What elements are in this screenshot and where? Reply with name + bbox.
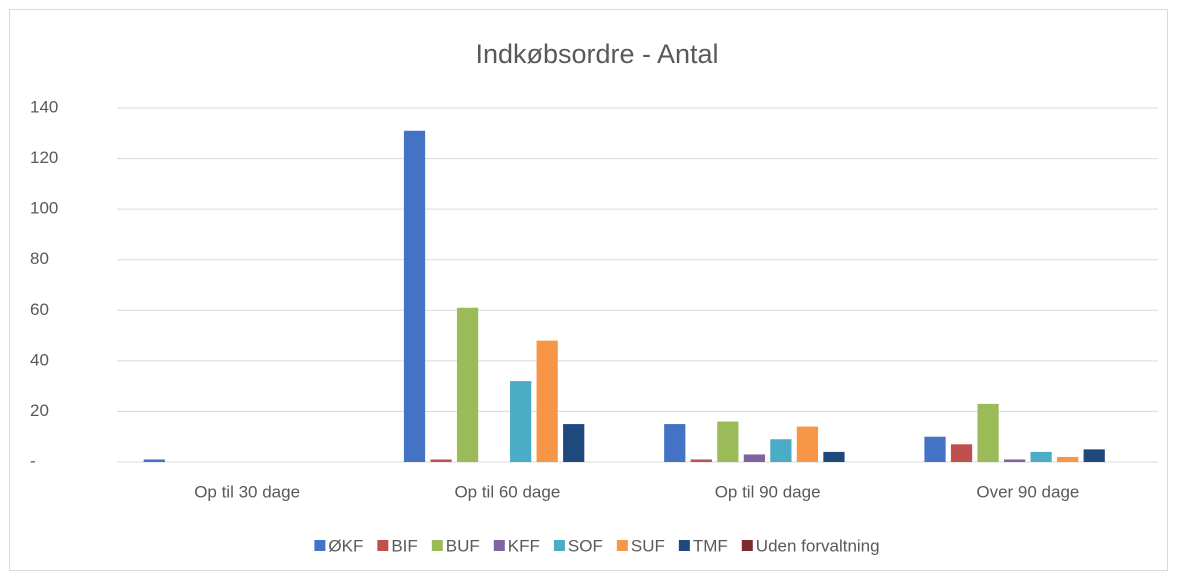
legend-label: KFF (508, 536, 540, 555)
legend-label: SUF (631, 536, 665, 555)
bar (430, 459, 452, 462)
bar (456, 307, 479, 462)
x-tick-label: Op til 90 dage (715, 482, 821, 501)
y-tick-label: - (30, 451, 36, 470)
y-tick-label: 140 (30, 97, 58, 116)
legend-swatch (314, 540, 326, 551)
x-tick-label: Over 90 dage (976, 482, 1079, 501)
legend-swatch (431, 540, 443, 551)
legend-label: ØKF (328, 536, 363, 555)
bar (977, 403, 999, 462)
legend-swatch (377, 540, 389, 551)
bar (770, 439, 792, 462)
y-tick-label: 100 (30, 199, 58, 218)
bar (664, 424, 686, 462)
bar (563, 424, 585, 462)
bar (743, 454, 765, 462)
chart-title: Indkøbsordre - Antal (475, 39, 718, 69)
bar (536, 340, 558, 462)
bar (1057, 456, 1079, 462)
legend-swatch (553, 540, 565, 551)
legend-swatch (741, 540, 753, 551)
x-tick-label: Op til 60 dage (454, 482, 560, 501)
y-tick-label: 120 (30, 148, 58, 167)
legend-label: TMF (693, 536, 728, 555)
bar (950, 444, 973, 462)
legend-swatch (616, 540, 628, 551)
y-tick-label: 40 (30, 350, 49, 369)
legend-label: BIF (391, 536, 417, 555)
y-tick-label: 20 (30, 401, 49, 420)
bar (690, 459, 712, 462)
y-tick-label: 60 (30, 300, 49, 319)
bar (1030, 451, 1052, 462)
legend-label: SOF (568, 536, 603, 555)
bar (403, 130, 426, 462)
chart-frame (9, 9, 1168, 571)
bar (796, 426, 819, 462)
bar (717, 421, 739, 462)
bar (1003, 459, 1026, 462)
y-tick-label: 80 (30, 249, 49, 268)
bar (823, 451, 845, 462)
bar (1083, 449, 1105, 462)
bar (924, 436, 946, 462)
legend-swatch (678, 540, 690, 551)
legend-swatch (493, 540, 505, 551)
bar (143, 459, 165, 462)
legend-label: Uden forvaltning (756, 536, 880, 555)
bar (510, 381, 532, 462)
x-tick-label: Op til 30 dage (194, 482, 300, 501)
legend-label: BUF (446, 536, 480, 555)
